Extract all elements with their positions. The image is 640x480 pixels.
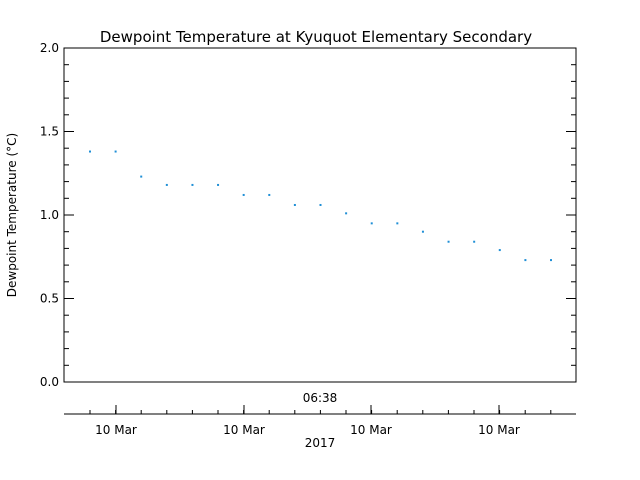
time-label: 06:38 [303,391,338,405]
x-tick-label: 10 Mar [478,423,520,437]
y-axis-tick-labels: 0.0 0.5 1.0 1.5 2.0 [40,41,59,389]
data-point [140,175,143,178]
y-tick-label: 1.5 [40,125,59,139]
data-point [114,150,117,153]
data-point [89,150,91,153]
chart-title: Dewpoint Temperature at Kyuquot Elementa… [100,28,532,46]
data-point [396,222,399,225]
data-point [524,259,527,262]
data-point [242,193,245,196]
data-point [447,240,450,243]
x-tick-label: 10 Mar [95,423,137,437]
data-point [293,203,296,206]
x-axis-ticks [89,405,552,414]
y-tick-label: 1.0 [40,208,59,222]
x-tick-label: 10 Mar [350,423,392,437]
data-point [268,193,271,196]
data-point [217,183,220,186]
y-tick-label: 2.0 [40,41,59,55]
x-axis-tick-labels: 10 Mar 10 Mar 10 Mar 10 Mar [95,423,520,437]
y-tick-label: 0.5 [40,292,59,306]
x-axis-label: 2017 [305,436,336,450]
data-point [550,259,552,262]
data-point [498,249,501,252]
data-point [345,212,348,215]
data-point [165,183,168,186]
data-points [89,150,552,262]
x-tick-label: 10 Mar [223,423,265,437]
data-point [473,240,476,243]
data-point [319,203,322,206]
data-point [421,230,424,233]
y-axis-label: Dewpoint Temperature (°C) [5,133,19,297]
y-axis-ticks [64,47,576,383]
y-tick-label: 0.0 [40,375,59,389]
plot-frame [63,47,577,383]
data-point [191,183,194,186]
data-point [370,222,373,225]
